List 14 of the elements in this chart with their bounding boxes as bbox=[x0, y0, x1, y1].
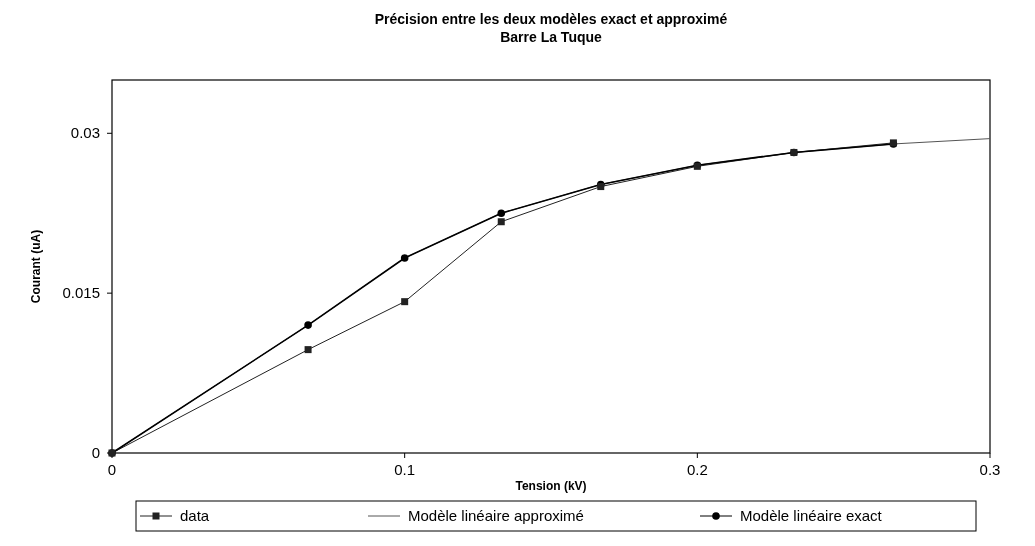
y-tick-label: 0 bbox=[91, 444, 100, 461]
legend-label: data bbox=[180, 507, 210, 524]
chart-subtitle: Barre La Tuque bbox=[500, 29, 603, 45]
x-tick-label: 0.1 bbox=[394, 461, 416, 478]
x-tick-label: 0.3 bbox=[979, 461, 1001, 478]
x-tick-label: 0 bbox=[107, 461, 117, 478]
x-axis-title: Tension (kV) bbox=[515, 479, 587, 493]
y-tick-label: 0.03 bbox=[70, 124, 100, 142]
legend-label: Modèle linéaire exact bbox=[740, 507, 883, 524]
y-tick-label: 0.015 bbox=[62, 284, 100, 302]
legend-label: Modèle linéaire approximé bbox=[408, 507, 584, 524]
chart-title: Précision entre les deux modèles exact et approximé bbox=[374, 11, 728, 27]
y-axis-title: Courant (uA) bbox=[29, 229, 43, 304]
x-tick-label: 0.2 bbox=[686, 461, 708, 478]
